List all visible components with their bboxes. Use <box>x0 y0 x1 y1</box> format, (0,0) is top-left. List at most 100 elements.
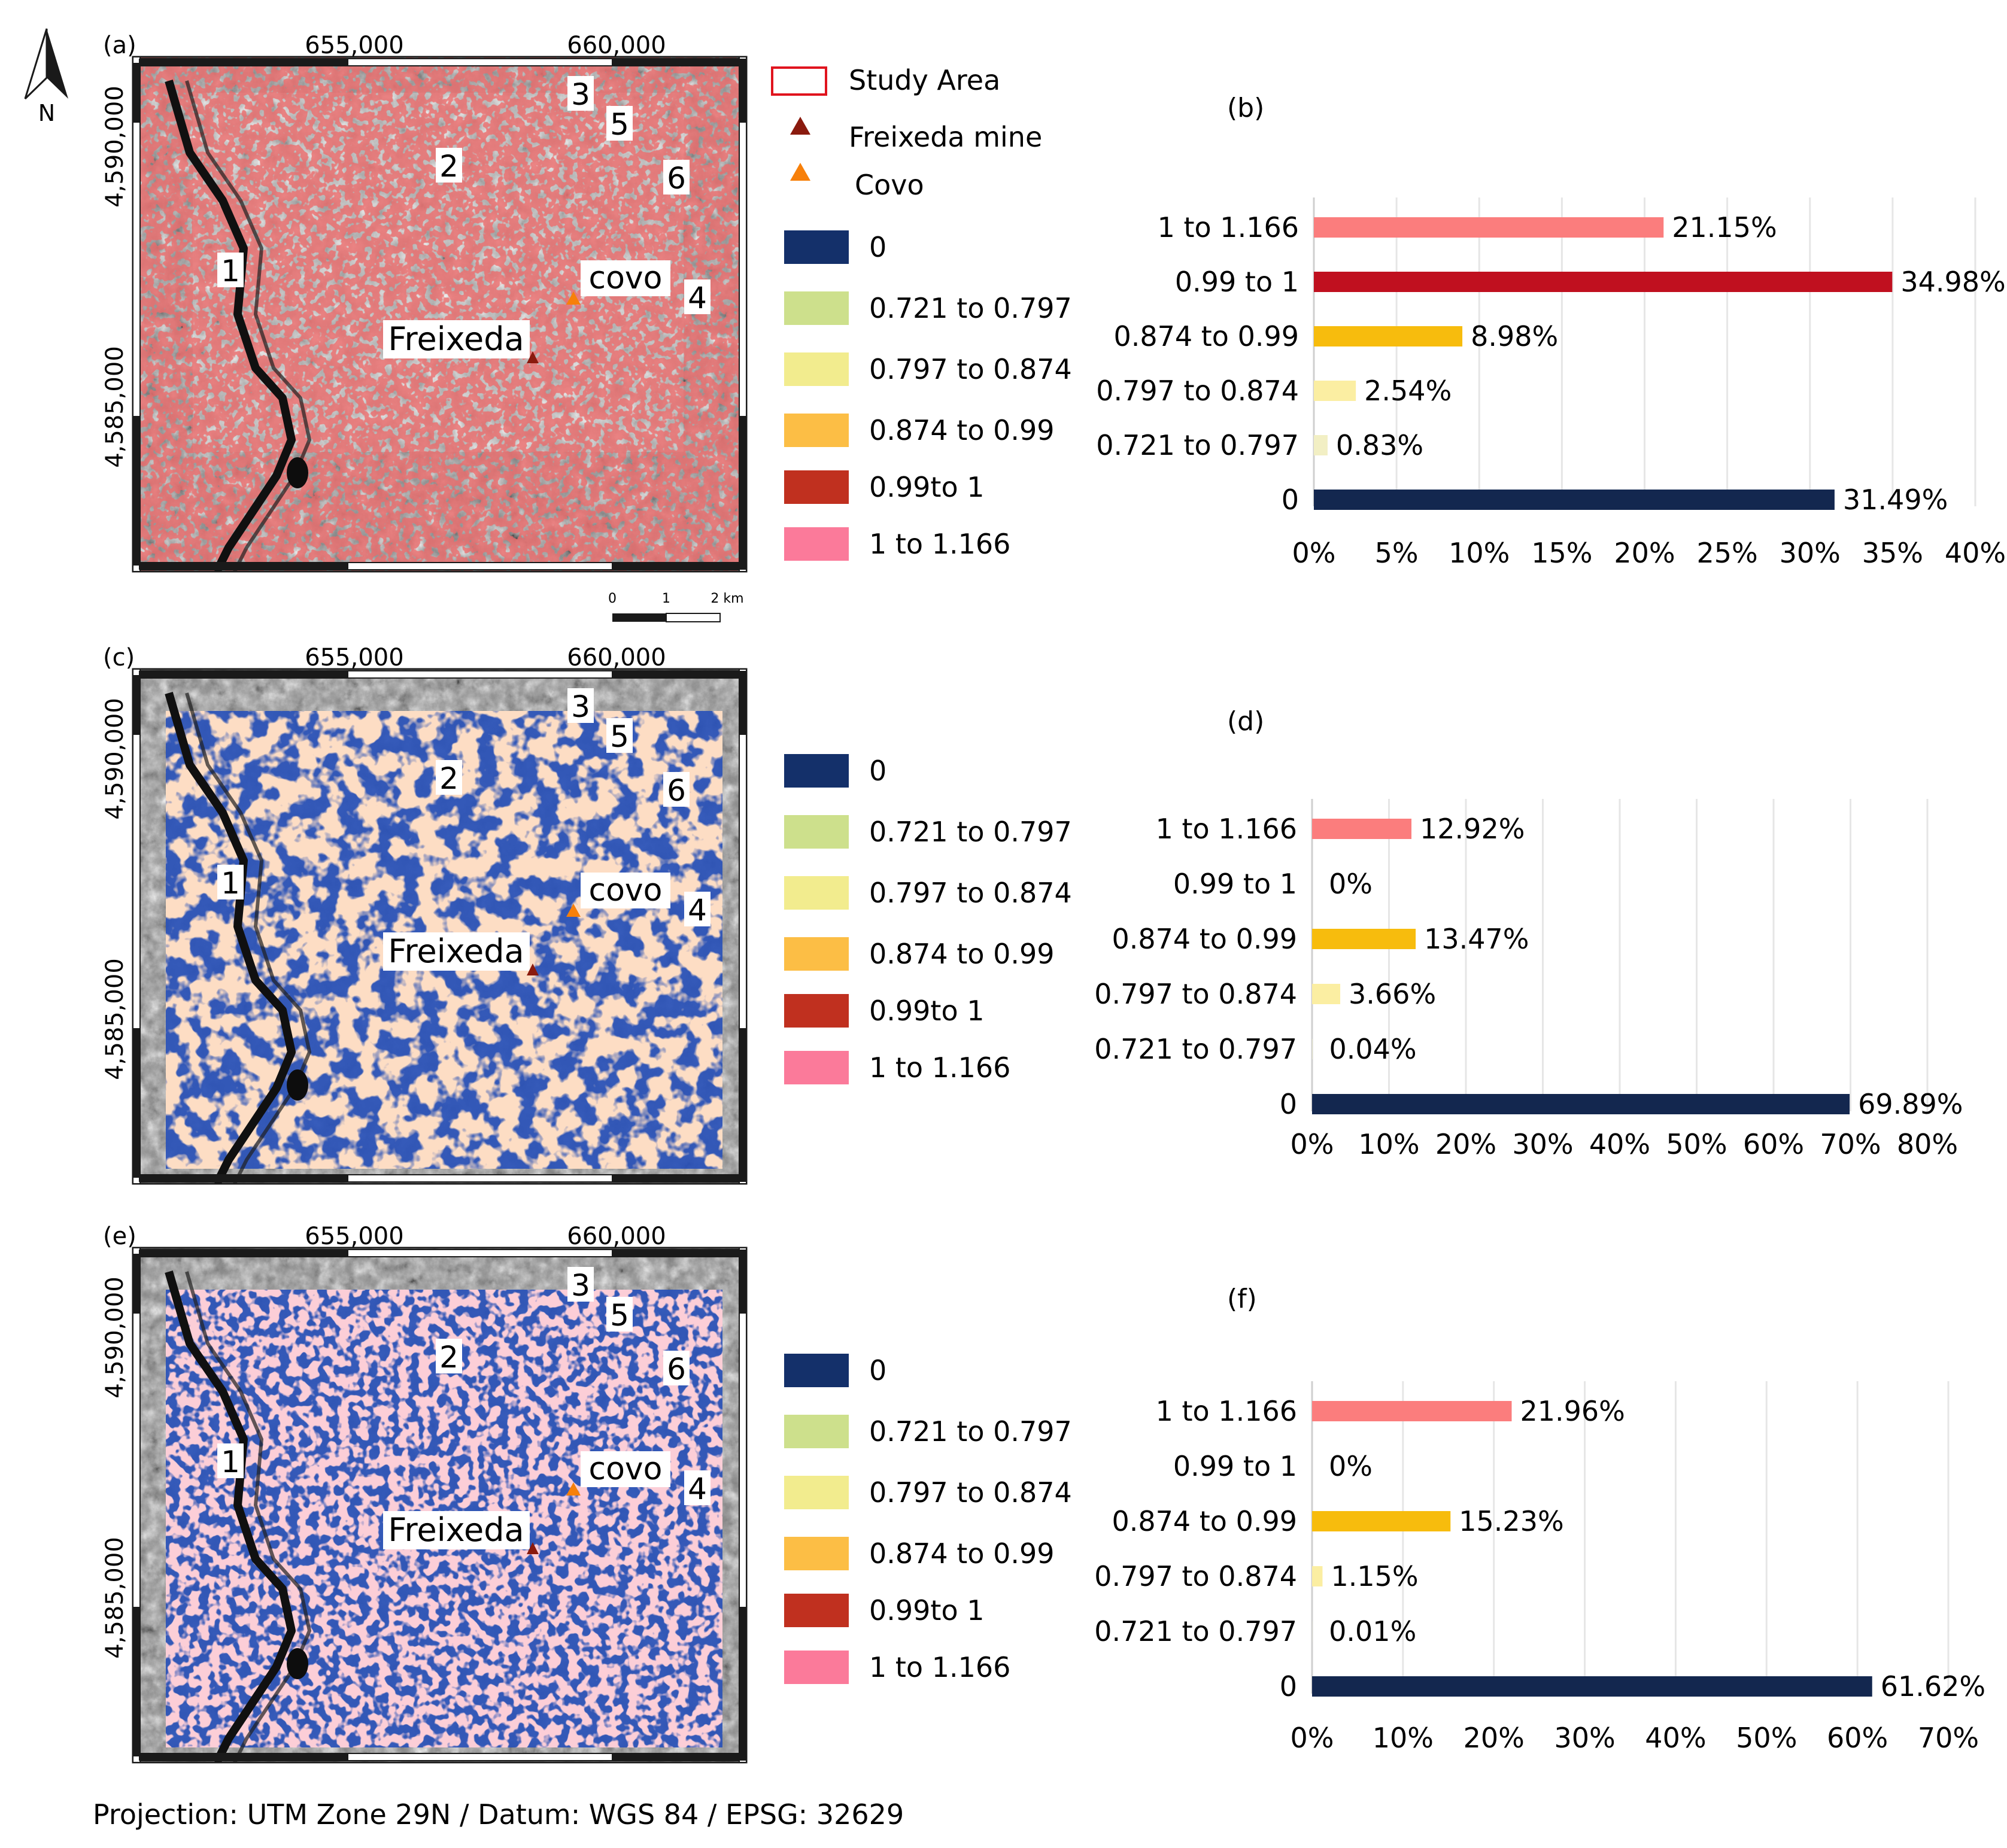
legend-label: 1 to 1.166 <box>869 1051 1010 1084</box>
x-tick-label: 30% <box>1512 1128 1573 1160</box>
bar-chart-1: (b) 0% 5% 10% 15% 20% 25% 30% 35% 40% 1 to 1.166 21… <box>1096 93 2006 569</box>
svg-text:4: 4 <box>688 1472 707 1506</box>
legend-label: 0 <box>869 1354 886 1387</box>
site-label-2: 2 <box>436 148 462 184</box>
svg-text:5: 5 <box>610 107 629 142</box>
legend-label: 0.99to 1 <box>869 995 985 1027</box>
x-tick-label: 40% <box>1589 1128 1650 1160</box>
x-tick-label: 20% <box>1463 1722 1525 1754</box>
legend-swatch <box>784 994 849 1028</box>
x-tick-label: 40% <box>1945 537 2006 569</box>
map-y-tick-label: 4,585,000 <box>101 346 129 468</box>
legend-swatch <box>784 876 849 910</box>
panel-label: (e) <box>103 1223 136 1250</box>
site-label-5: 5 <box>606 106 633 142</box>
category-label: 1 to 1.166 <box>1156 1395 1297 1427</box>
legend-label: 0.874 to 0.99 <box>869 414 1055 446</box>
category-label: 0.721 to 0.797 <box>1094 1033 1297 1065</box>
x-tick-label: 10% <box>1358 1128 1419 1160</box>
x-tick-label: 50% <box>1736 1722 1797 1754</box>
x-tick-label: 10% <box>1449 537 1510 569</box>
legend-label: 0.99to 1 <box>869 471 985 503</box>
legend-swatch <box>784 527 849 561</box>
site-label-2: 2 <box>436 1339 462 1375</box>
panel-label: (c) <box>103 644 135 671</box>
scale-bar: 0 1 2 km <box>608 591 744 622</box>
map-x-tick-label: 660,000 <box>567 32 666 59</box>
x-tick-label: 35% <box>1862 537 1923 569</box>
svg-text:5: 5 <box>610 1298 629 1333</box>
freixeda-mine-label: Freixeda mine <box>849 121 1042 153</box>
map-raster <box>133 1248 746 1762</box>
north-label: N <box>38 100 55 126</box>
site-label-6: 6 <box>663 772 690 808</box>
map-panel-2: (c) 655,000 660,000 4,590,000 4,585,000 1 2 3 4 5… <box>101 644 1072 1185</box>
x-tick-label: 70% <box>1918 1722 1979 1754</box>
freixeda-mine-marker-icon <box>527 1542 539 1554</box>
legend-swatch <box>784 1476 849 1509</box>
bar-value-label: 3.66% <box>1349 978 1436 1010</box>
legend-swatch <box>784 1651 849 1684</box>
bar-value-label: 61.62% <box>1881 1670 1985 1703</box>
legend-label: 0 <box>869 755 886 787</box>
legend-label: 0.797 to 0.874 <box>869 1476 1072 1509</box>
x-tick-label: 60% <box>1827 1722 1888 1754</box>
legend-swatch <box>784 1354 849 1387</box>
scale-tick-0: 0 <box>608 591 617 606</box>
freixeda-mine-marker-icon <box>527 351 539 363</box>
category-label: 0.874 to 0.99 <box>1112 1505 1297 1537</box>
bar-value-label: 0% <box>1329 1450 1373 1482</box>
chart-panel-label: (d) <box>1227 706 1264 737</box>
svg-text:5: 5 <box>610 719 629 754</box>
svg-text:4: 4 <box>688 281 707 315</box>
bar-value-label: 2.54% <box>1364 375 1452 407</box>
map-raster <box>133 669 746 1184</box>
bar-value-label: 0.01% <box>1329 1615 1416 1648</box>
bar <box>1312 1566 1323 1586</box>
bar-value-label: 69.89% <box>1858 1088 1963 1120</box>
legend-label: 0 <box>869 231 886 263</box>
site-label-3: 3 <box>567 76 594 112</box>
svg-text:3: 3 <box>571 689 590 724</box>
site-label-5: 5 <box>606 718 633 754</box>
legend-label: 1 to 1.166 <box>869 528 1010 560</box>
legend-swatch <box>784 754 849 788</box>
legend-swatch <box>784 1415 849 1448</box>
map-x-tick-label: 660,000 <box>567 644 666 671</box>
category-label: 0.797 to 0.874 <box>1094 1560 1297 1592</box>
category-label: 0.721 to 0.797 <box>1094 1615 1297 1648</box>
category-label: 1 to 1.166 <box>1156 813 1297 845</box>
bar-value-label: 13.47% <box>1424 923 1529 955</box>
chart-panel-label: (f) <box>1227 1284 1257 1314</box>
map-y-tick-label: 4,585,000 <box>101 1537 129 1659</box>
x-tick-label: 5% <box>1375 537 1419 569</box>
bar-value-label: 34.98% <box>1900 266 2005 298</box>
x-tick-label: 30% <box>1780 537 1841 569</box>
x-tick-label: 10% <box>1373 1722 1434 1754</box>
bar-value-label: 8.98% <box>1471 320 1558 352</box>
site-label-4: 4 <box>684 1470 711 1506</box>
legend-label: 0.797 to 0.874 <box>869 353 1072 385</box>
map-class-legend: 0 0.721 to 0.797 0.797 to 0.874 0.874 to 0.… <box>784 230 1072 561</box>
bar-value-label: 21.15% <box>1672 211 1777 244</box>
svg-text:2: 2 <box>439 761 459 796</box>
map-x-tick-label: 655,000 <box>305 1223 403 1250</box>
bar <box>1312 1094 1850 1114</box>
legend-swatch <box>784 230 849 264</box>
map-y-tick-label: 4,590,000 <box>101 1276 129 1399</box>
site-label-3: 3 <box>567 1267 594 1303</box>
category-label: 1 to 1.166 <box>1158 211 1299 244</box>
bar <box>1312 819 1412 839</box>
bar <box>1314 326 1463 346</box>
x-tick-label: 0% <box>1291 1722 1334 1754</box>
study-area-label: Study Area <box>849 64 1000 96</box>
svg-text:3: 3 <box>571 77 590 112</box>
legend-swatch <box>784 1594 849 1627</box>
study-area-swatch <box>771 66 827 96</box>
bar <box>1312 984 1341 1004</box>
svg-text:3: 3 <box>571 1268 590 1303</box>
legend-label: 0.99to 1 <box>869 1594 985 1627</box>
panel-label: (a) <box>103 32 136 59</box>
scale-tick-2: 2 km <box>711 591 743 606</box>
category-label: 0 <box>1280 1088 1297 1120</box>
